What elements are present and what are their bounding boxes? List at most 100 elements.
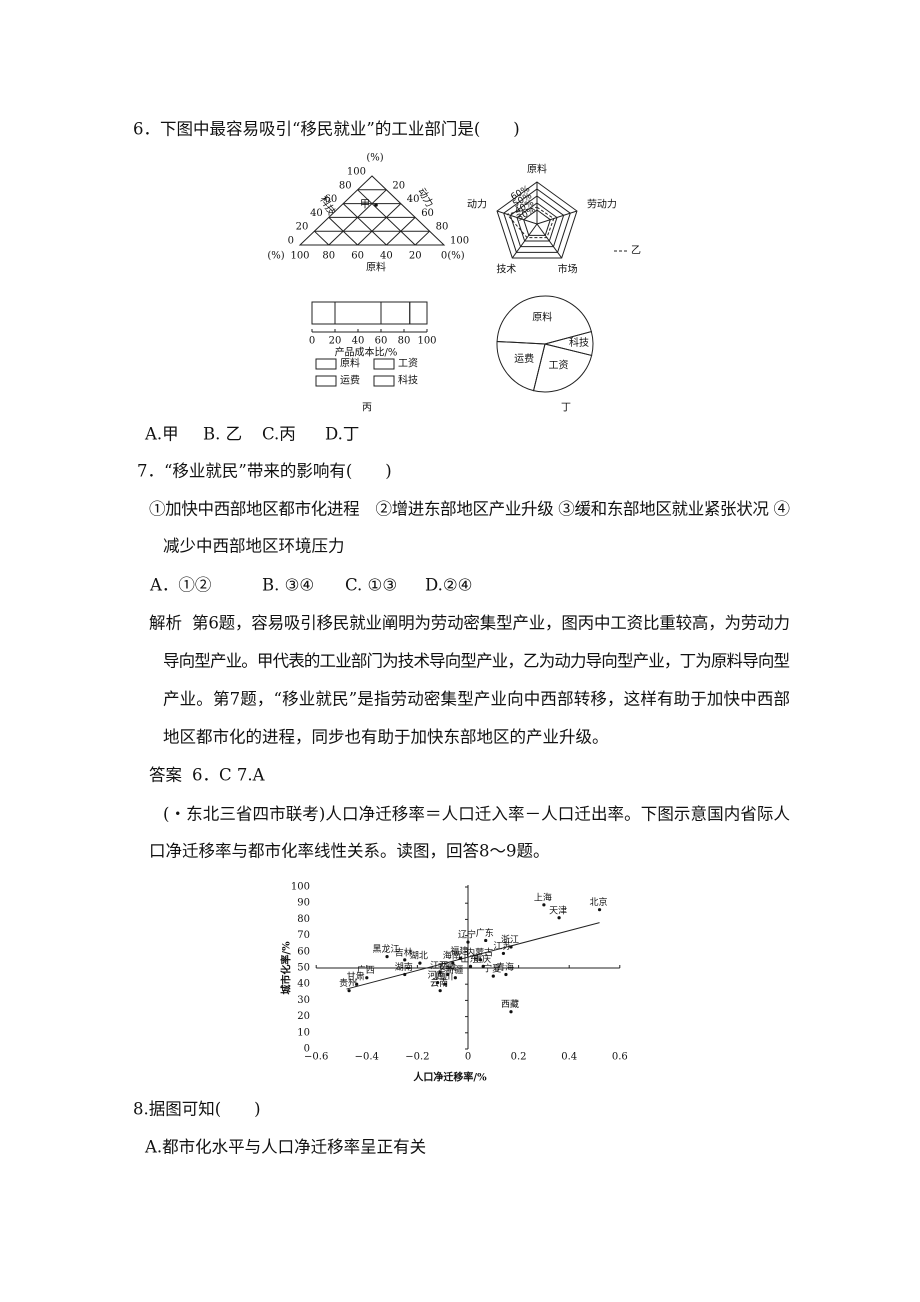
- point-label: 江苏: [493, 940, 511, 952]
- radar-label: 动力: [467, 198, 487, 211]
- point: [418, 961, 422, 965]
- tick-label: 80: [322, 251, 335, 262]
- point: [355, 982, 359, 986]
- analysis-line: 产业。第7题，“移业就民”是指劳动密集型产业向中西部转移，这样有助于加快中西部: [163, 690, 790, 709]
- point-label: 河南: [428, 969, 446, 981]
- option: B. 乙: [203, 425, 242, 444]
- radar-ring: [496, 181, 578, 259]
- bar-segment: [409, 301, 428, 325]
- point: [438, 989, 442, 993]
- point-label: 广东: [476, 927, 494, 939]
- tick-label: 80: [398, 336, 411, 347]
- point: [374, 203, 378, 207]
- question: 8.据图可知( ): [133, 1100, 261, 1119]
- tick-label: 100: [450, 236, 469, 247]
- unit: (%): [447, 251, 464, 262]
- statement: ①加快中西部地区都市化进程 ②增进东部地区产业升级 ③缓和东部地区就业紧张状况 …: [149, 500, 790, 519]
- tick-label: 40: [310, 208, 323, 219]
- option: C. ①③: [345, 576, 397, 595]
- tick-label: 100: [417, 336, 436, 347]
- point: [446, 972, 450, 977]
- tick-label: 60: [351, 251, 364, 262]
- point: [481, 964, 485, 968]
- point-label: 上海: [534, 891, 552, 903]
- radar-label: 劳动力: [587, 198, 617, 211]
- point-label: 山东: [461, 953, 479, 965]
- point: [438, 971, 442, 975]
- point-label: 重庆: [473, 953, 491, 965]
- tick-label: 20: [409, 251, 422, 262]
- tick-label: 100: [347, 167, 366, 178]
- point: [542, 903, 546, 907]
- point: [468, 964, 473, 968]
- radar-ring: [523, 209, 551, 236]
- radar-axis: [536, 210, 578, 225]
- point-label: 贵州: [339, 977, 357, 989]
- point: [443, 982, 447, 986]
- legend-label: 原料: [340, 357, 360, 370]
- tick-label: 20: [296, 222, 309, 233]
- y-tick-label: 90: [297, 898, 310, 909]
- y-tick-label: 40: [297, 979, 310, 990]
- slice-label: 工资: [548, 360, 568, 372]
- option: A.甲: [144, 425, 179, 444]
- question: 6．下图中最容易吸引“移民就业”的工业部门是( ): [133, 120, 520, 139]
- triangle-grid: [314, 230, 330, 246]
- axis-label: 产品成本比/%: [335, 346, 398, 359]
- axis-label: 原料: [366, 261, 386, 274]
- radar-ring: [503, 188, 571, 253]
- unit: (%): [267, 251, 284, 262]
- y-axis-label: 城市化率/%: [280, 941, 293, 995]
- point-label: 云南: [430, 977, 448, 989]
- y-tick-label: 50: [297, 963, 310, 974]
- legend-label: 运费: [340, 374, 360, 387]
- radar-ring: [516, 202, 558, 242]
- intro-line: (・东北三省四市联考)人口净迁移率＝人口迁入率－人口迁出率。下图示意国内省际人: [163, 805, 790, 824]
- tick-label: 60: [324, 194, 337, 205]
- tick-label: 0: [309, 336, 315, 347]
- point: [597, 908, 602, 912]
- point: [501, 951, 506, 956]
- point: [509, 945, 513, 949]
- bar-segment: [380, 301, 411, 325]
- analysis-line: 导向型产业。甲代表的工业部门为技术导向型产业，乙为动力导向型产业，丁为原料导向型: [163, 652, 790, 671]
- point-label: 西藏: [501, 998, 519, 1010]
- point: [436, 980, 440, 985]
- point-label: 福建: [450, 945, 468, 957]
- triangle-grid: [342, 203, 387, 246]
- tick-label: 60: [375, 336, 388, 347]
- legend-swatch: [373, 358, 395, 370]
- point-label: 甘肃: [347, 971, 365, 983]
- tick-label: 20: [392, 180, 405, 191]
- point: [403, 958, 407, 962]
- legend-swatch: [373, 375, 395, 387]
- radar-axis: [511, 223, 538, 259]
- x-tick-label: 0: [465, 1052, 471, 1063]
- point-label: 湖南: [395, 961, 413, 973]
- point-label: 湖北: [410, 951, 428, 962]
- point: [347, 989, 351, 993]
- slice-label: 科技: [569, 336, 589, 349]
- point-label: 甲: [360, 200, 370, 211]
- triangle-grid: [357, 189, 416, 246]
- answer: 6．C 7.A: [192, 766, 266, 785]
- point: [458, 956, 463, 960]
- point-label: 天津: [549, 905, 567, 916]
- bar-segment: [311, 301, 336, 325]
- point: [509, 1010, 513, 1014]
- x-tick-label: 0.4: [561, 1052, 577, 1063]
- point-label: 浙江: [501, 933, 519, 945]
- point-label: 青海: [496, 961, 514, 973]
- option: D.②④: [425, 576, 472, 595]
- option: D.丁: [325, 425, 359, 444]
- analysis-line: 地区都市化的进程，同步也有助于加快东部地区的产业升级。: [163, 728, 609, 747]
- pie-slice: [496, 295, 592, 345]
- radar-shape: [506, 206, 555, 239]
- y-tick-label: 70: [297, 930, 310, 941]
- radar-label: 市场: [558, 262, 578, 275]
- x-tick-label: −0.4: [355, 1052, 379, 1063]
- point-label: 黑龙江: [373, 943, 400, 955]
- option: C.丙: [262, 425, 296, 444]
